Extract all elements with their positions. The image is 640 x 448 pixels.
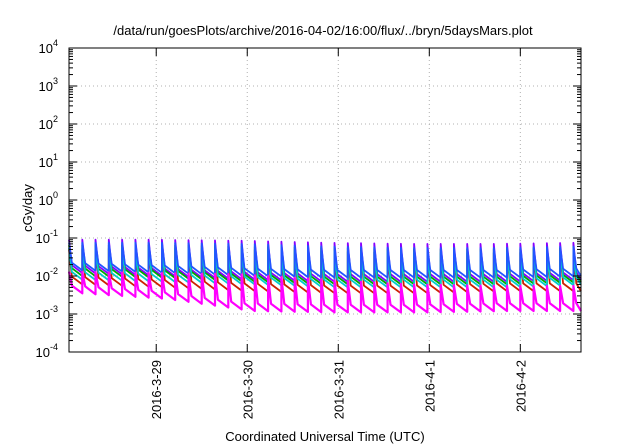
grid-lines	[69, 48, 581, 352]
y-tick-exponent: 1	[53, 152, 58, 162]
y-tick-label: 10-3	[36, 304, 58, 322]
y-tick-exponent: -1	[50, 228, 58, 238]
y-tick-label: 10-2	[36, 266, 58, 284]
y-tick-exponent: 3	[53, 76, 58, 86]
y-tick-exponent: 2	[53, 114, 58, 124]
y-tick-exponent: -3	[50, 304, 58, 314]
series-layer	[67, 238, 582, 314]
series-line	[68, 247, 582, 289]
y-tick-exponent: 0	[53, 190, 58, 200]
x-tick-label: 2016-4-1	[422, 360, 437, 412]
x-tick-label: 2016-4-2	[513, 360, 528, 412]
y-tick-label: 10-1	[36, 228, 58, 246]
y-tick-label: 10-4	[36, 342, 58, 360]
y-tick-exponent: -4	[50, 342, 58, 352]
y-tick-label: 101	[39, 152, 58, 170]
y-tick-exponent: -2	[50, 266, 58, 276]
x-tick-label: 2016-3-31	[331, 360, 346, 419]
x-axis: 2016-3-29 2016-3-30 2016-3-31 2016-4-1 2016-…	[149, 48, 528, 419]
y-tick-exponent: 4	[53, 38, 58, 48]
x-tick-label: 2016-3-30	[240, 360, 255, 419]
y-tick-label: 102	[39, 114, 58, 132]
x-axis-label: Coordinated Universal Time (UTC)	[225, 429, 424, 444]
series-line	[67, 270, 582, 314]
y-tick-label: 104	[39, 38, 58, 56]
y-axis-label: cGy/day	[20, 184, 35, 232]
x-tick-label: 2016-3-29	[149, 360, 164, 419]
y-tick-label: 100	[39, 190, 58, 208]
chart-title: /data/run/goesPlots/archive/2016-04-02/1…	[113, 23, 533, 38]
series-line	[68, 241, 582, 279]
y-tick-label: 103	[39, 76, 58, 94]
